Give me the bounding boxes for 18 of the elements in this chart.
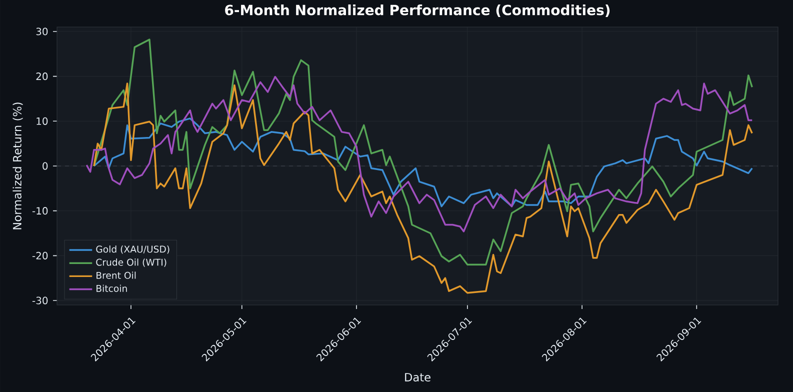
legend-label: Gold (XAU/USD) (96, 245, 170, 254)
legend-label: Brent Oil (96, 272, 136, 279)
y-axis-title: Normalized Return (%) (12, 102, 23, 230)
line-series (93, 38, 753, 266)
y-tick-label: 30 (36, 28, 48, 36)
y-tick-label: 20 (36, 72, 48, 80)
y-tick-label: 10 (36, 117, 48, 125)
line-series (93, 118, 753, 208)
line-series (86, 76, 753, 232)
y-tick-label: -10 (32, 207, 48, 215)
legend-label: Crude Oil (WTI) (96, 258, 166, 267)
line-series (93, 82, 753, 294)
y-tick-label: -30 (32, 296, 48, 304)
y-tick-label: -20 (32, 252, 48, 260)
chart-title: 6-Month Normalized Performance (Commodities) (225, 4, 610, 17)
legend-label: Bitcoin (96, 284, 127, 292)
x-axis-title: Date (405, 373, 430, 382)
y-tick-label: 0 (42, 162, 48, 170)
